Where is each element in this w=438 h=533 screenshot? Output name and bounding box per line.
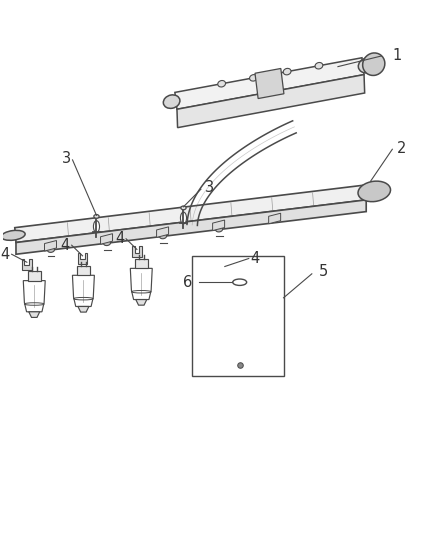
Polygon shape: [23, 280, 45, 312]
Ellipse shape: [181, 206, 186, 209]
Polygon shape: [132, 246, 142, 257]
Ellipse shape: [215, 227, 223, 232]
Polygon shape: [177, 75, 365, 127]
Text: 3: 3: [62, 151, 71, 166]
Text: 5: 5: [318, 264, 328, 279]
Polygon shape: [175, 58, 364, 109]
Ellipse shape: [94, 214, 99, 219]
Text: 2: 2: [397, 141, 406, 156]
Text: 4: 4: [60, 238, 70, 253]
Polygon shape: [16, 200, 366, 254]
Polygon shape: [28, 271, 41, 280]
Ellipse shape: [363, 53, 385, 76]
Ellipse shape: [283, 68, 291, 75]
Ellipse shape: [93, 221, 99, 232]
Ellipse shape: [218, 80, 226, 87]
Polygon shape: [29, 312, 40, 318]
Polygon shape: [136, 300, 147, 305]
Polygon shape: [156, 227, 169, 237]
Ellipse shape: [180, 212, 187, 224]
Polygon shape: [135, 259, 148, 269]
Ellipse shape: [358, 58, 376, 73]
Polygon shape: [77, 266, 90, 276]
Text: 4: 4: [251, 251, 260, 266]
Text: 4: 4: [115, 231, 124, 246]
Ellipse shape: [163, 95, 180, 108]
Ellipse shape: [48, 247, 54, 253]
Ellipse shape: [103, 241, 110, 246]
Ellipse shape: [358, 181, 391, 201]
Ellipse shape: [159, 234, 166, 239]
Polygon shape: [45, 240, 57, 251]
Polygon shape: [131, 269, 152, 300]
Polygon shape: [227, 294, 252, 330]
Polygon shape: [232, 283, 247, 294]
Ellipse shape: [1, 230, 25, 240]
Ellipse shape: [250, 75, 258, 81]
Polygon shape: [22, 259, 32, 270]
Text: 4: 4: [0, 247, 10, 262]
Polygon shape: [233, 330, 246, 337]
Polygon shape: [72, 276, 94, 306]
Polygon shape: [212, 220, 225, 231]
Bar: [192, 256, 283, 376]
Polygon shape: [101, 233, 113, 244]
Text: 3: 3: [205, 180, 214, 195]
Polygon shape: [220, 263, 230, 274]
Polygon shape: [15, 185, 366, 243]
Text: 1: 1: [392, 49, 402, 63]
Polygon shape: [78, 253, 87, 263]
Ellipse shape: [315, 62, 323, 69]
Polygon shape: [255, 68, 284, 99]
Polygon shape: [78, 306, 89, 312]
Text: 6: 6: [183, 274, 192, 290]
Polygon shape: [268, 213, 281, 224]
